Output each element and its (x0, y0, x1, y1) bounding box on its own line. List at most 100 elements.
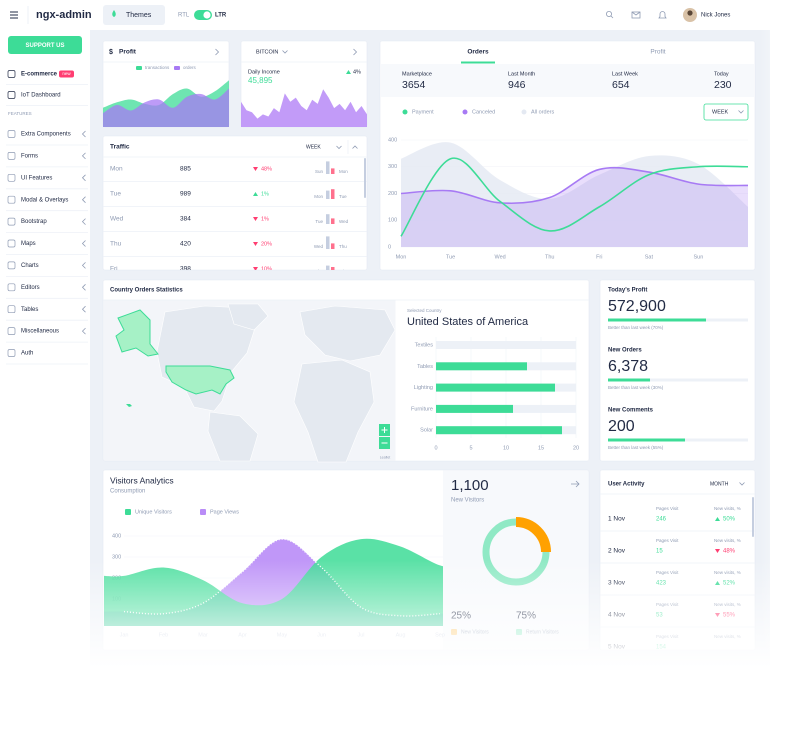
trend-down (253, 217, 258, 221)
support-button[interactable] (8, 36, 82, 54)
trend-down (253, 167, 258, 171)
menu-item[interactable]: Miscellaneous (21, 329, 59, 335)
progress-track (608, 378, 748, 382)
currency-select[interactable]: BITCOIN (256, 49, 278, 55)
period-select[interactable]: MONTH (710, 481, 729, 487)
value: 420 (180, 241, 191, 248)
area (401, 142, 748, 247)
area (103, 88, 229, 127)
value: 398 (180, 266, 191, 273)
menu-icon (7, 173, 16, 182)
themes-label[interactable]: Themes (126, 12, 152, 19)
bar (436, 362, 527, 371)
drop-icon (112, 10, 116, 17)
chevron (81, 262, 86, 269)
value: 989 (180, 191, 191, 198)
menu-icon[interactable] (10, 11, 18, 19)
menu-item[interactable]: Tables (21, 307, 38, 313)
change: 50% (723, 517, 736, 523)
change: 1% (261, 191, 269, 197)
trend-down (253, 242, 258, 246)
menu-item[interactable]: Modal & Overlays (21, 197, 68, 203)
selected-label: Selected Country (407, 308, 442, 313)
chevron (81, 284, 86, 291)
prev-day: Thu (315, 269, 323, 274)
brand: ngx-admin (36, 9, 92, 21)
tab[interactable]: Profit (650, 49, 665, 56)
menu-item[interactable]: Extra Components (21, 132, 71, 138)
change: 1% (261, 216, 269, 222)
legend-label: Canceled (472, 109, 495, 115)
themes-button[interactable] (103, 5, 165, 25)
menu-icon (7, 239, 16, 248)
menu-item[interactable]: E-commerce (21, 72, 58, 78)
support-label[interactable]: SUPPORT US (25, 43, 64, 49)
period-select[interactable]: WEEK (712, 109, 729, 115)
menu-section: FEATURES (8, 111, 32, 116)
y-tick-label: 300 (388, 164, 397, 170)
period-select[interactable]: WEEK (306, 144, 321, 150)
legend-swatch (125, 509, 131, 515)
tab[interactable]: Orders (467, 49, 489, 56)
next-arrow[interactable] (571, 480, 580, 488)
menu-item[interactable]: Auth (21, 351, 33, 357)
y-tick-label: Tables (417, 364, 433, 370)
cur-day: Fri (339, 269, 344, 274)
stat-note: Better than last week (70%) (608, 325, 664, 330)
donut-segment (515, 517, 551, 553)
x-tick-label: 15 (538, 445, 544, 451)
menu-item[interactable]: Maps (21, 241, 36, 247)
chevron (282, 50, 288, 54)
fade-overlay (760, 0, 800, 756)
prev-day: Sun (315, 169, 324, 174)
chevron (336, 145, 342, 150)
traffic-card (102, 135, 368, 271)
bar (436, 404, 513, 413)
value: 885 (180, 166, 191, 173)
mini-bar (331, 218, 335, 224)
x-tick-label: Sun (694, 254, 704, 260)
menu-item[interactable]: Charts (21, 263, 39, 269)
menu-icon (7, 327, 16, 335)
x-tick-label: 10 (503, 445, 509, 451)
mini-bar (326, 265, 330, 270)
chevron (215, 48, 220, 56)
card-title: Country Orders Statistics (110, 288, 183, 294)
profit-stats-card (599, 279, 756, 462)
stats-band (381, 64, 754, 97)
stat-label: Today (714, 71, 729, 77)
value: 384 (180, 216, 191, 223)
income-change: 4% (353, 69, 361, 75)
change: 10% (261, 266, 272, 272)
column-label: New visits, % (714, 538, 741, 543)
menu-item[interactable]: Editors (21, 285, 40, 291)
currency-icon: $ (109, 49, 113, 56)
cur-day: Wed (339, 219, 349, 224)
ltr-label: LTR (215, 13, 227, 19)
menu-item[interactable]: IoT Dashboard (21, 93, 61, 99)
x-tick-label: Wed (495, 254, 506, 260)
menu-icon (7, 152, 16, 160)
menu-icon (7, 195, 16, 204)
legend-marker (521, 109, 527, 115)
menu-icon (7, 217, 16, 226)
legend-label: Page Views (210, 509, 239, 515)
legend-label: Payment (412, 109, 434, 115)
date: 1 Nov (608, 516, 626, 523)
stat-value: 230 (714, 79, 732, 91)
menu-item[interactable]: UI Features (21, 175, 52, 181)
mini-bar (326, 214, 330, 224)
period-select[interactable] (703, 103, 749, 121)
bar (436, 383, 555, 392)
attribution: Leaflet (380, 455, 391, 459)
legend-swatch (200, 509, 206, 515)
y-tick-label: 100 (388, 218, 397, 224)
menu-item[interactable]: Forms (21, 153, 38, 159)
country-name: United States of America (407, 316, 529, 328)
header-icons[interactable] (606, 10, 667, 19)
stat-title: New Orders (608, 348, 642, 354)
prev-day: Mon (314, 194, 323, 199)
chevron (81, 305, 86, 313)
card-title: Visitors Analytics (110, 475, 174, 485)
menu-item[interactable]: Bootstrap (21, 219, 47, 225)
